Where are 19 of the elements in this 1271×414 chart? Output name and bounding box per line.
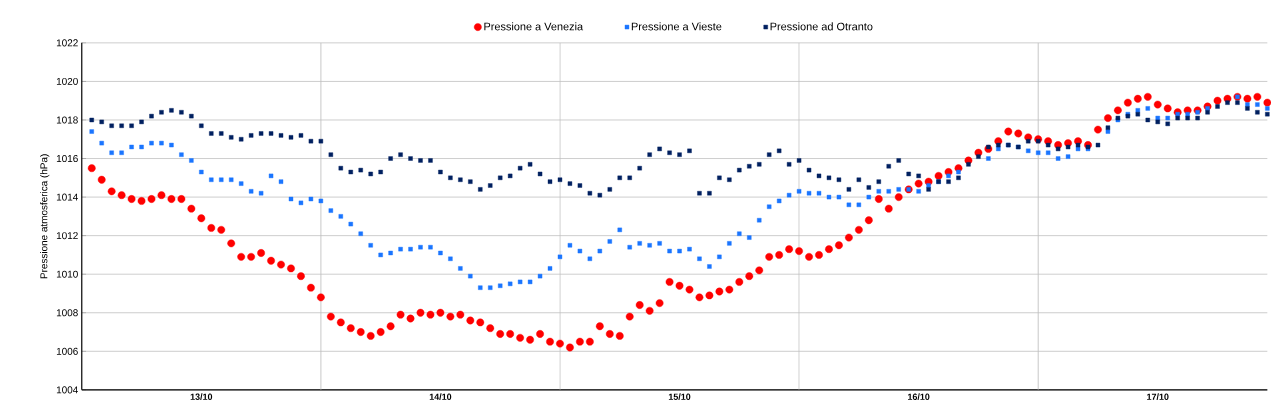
y-tick-label: 1022	[56, 39, 78, 47]
y-tick-label: 1014	[56, 193, 78, 201]
y-tick-label: 1018	[56, 116, 78, 124]
y-tick-label: 1004	[56, 386, 78, 394]
x-tick-label: 16/10	[908, 393, 930, 401]
x-tick-label: 14/10	[429, 393, 452, 401]
y-tick-label: 1008	[56, 309, 78, 317]
y-axis-title: Pressione atmosferica (hPa)	[40, 154, 50, 279]
y-tick-label: 1012	[56, 232, 78, 240]
legend-label: Pressione a Venezia	[484, 22, 584, 31]
y-tick-label: 1010	[56, 270, 78, 278]
legend-label: Pressione ad Otranto	[770, 22, 873, 31]
y-tick-label: 1016	[56, 155, 78, 163]
y-tick-label: 1020	[56, 78, 78, 86]
x-tick-label: 13/10	[190, 393, 213, 401]
x-tick-label: 17/10	[1147, 393, 1169, 401]
legend-label: Pressione a Vieste	[631, 22, 722, 31]
y-tick-label: 1006	[56, 347, 78, 355]
x-tick-label: 15/10	[668, 393, 691, 401]
